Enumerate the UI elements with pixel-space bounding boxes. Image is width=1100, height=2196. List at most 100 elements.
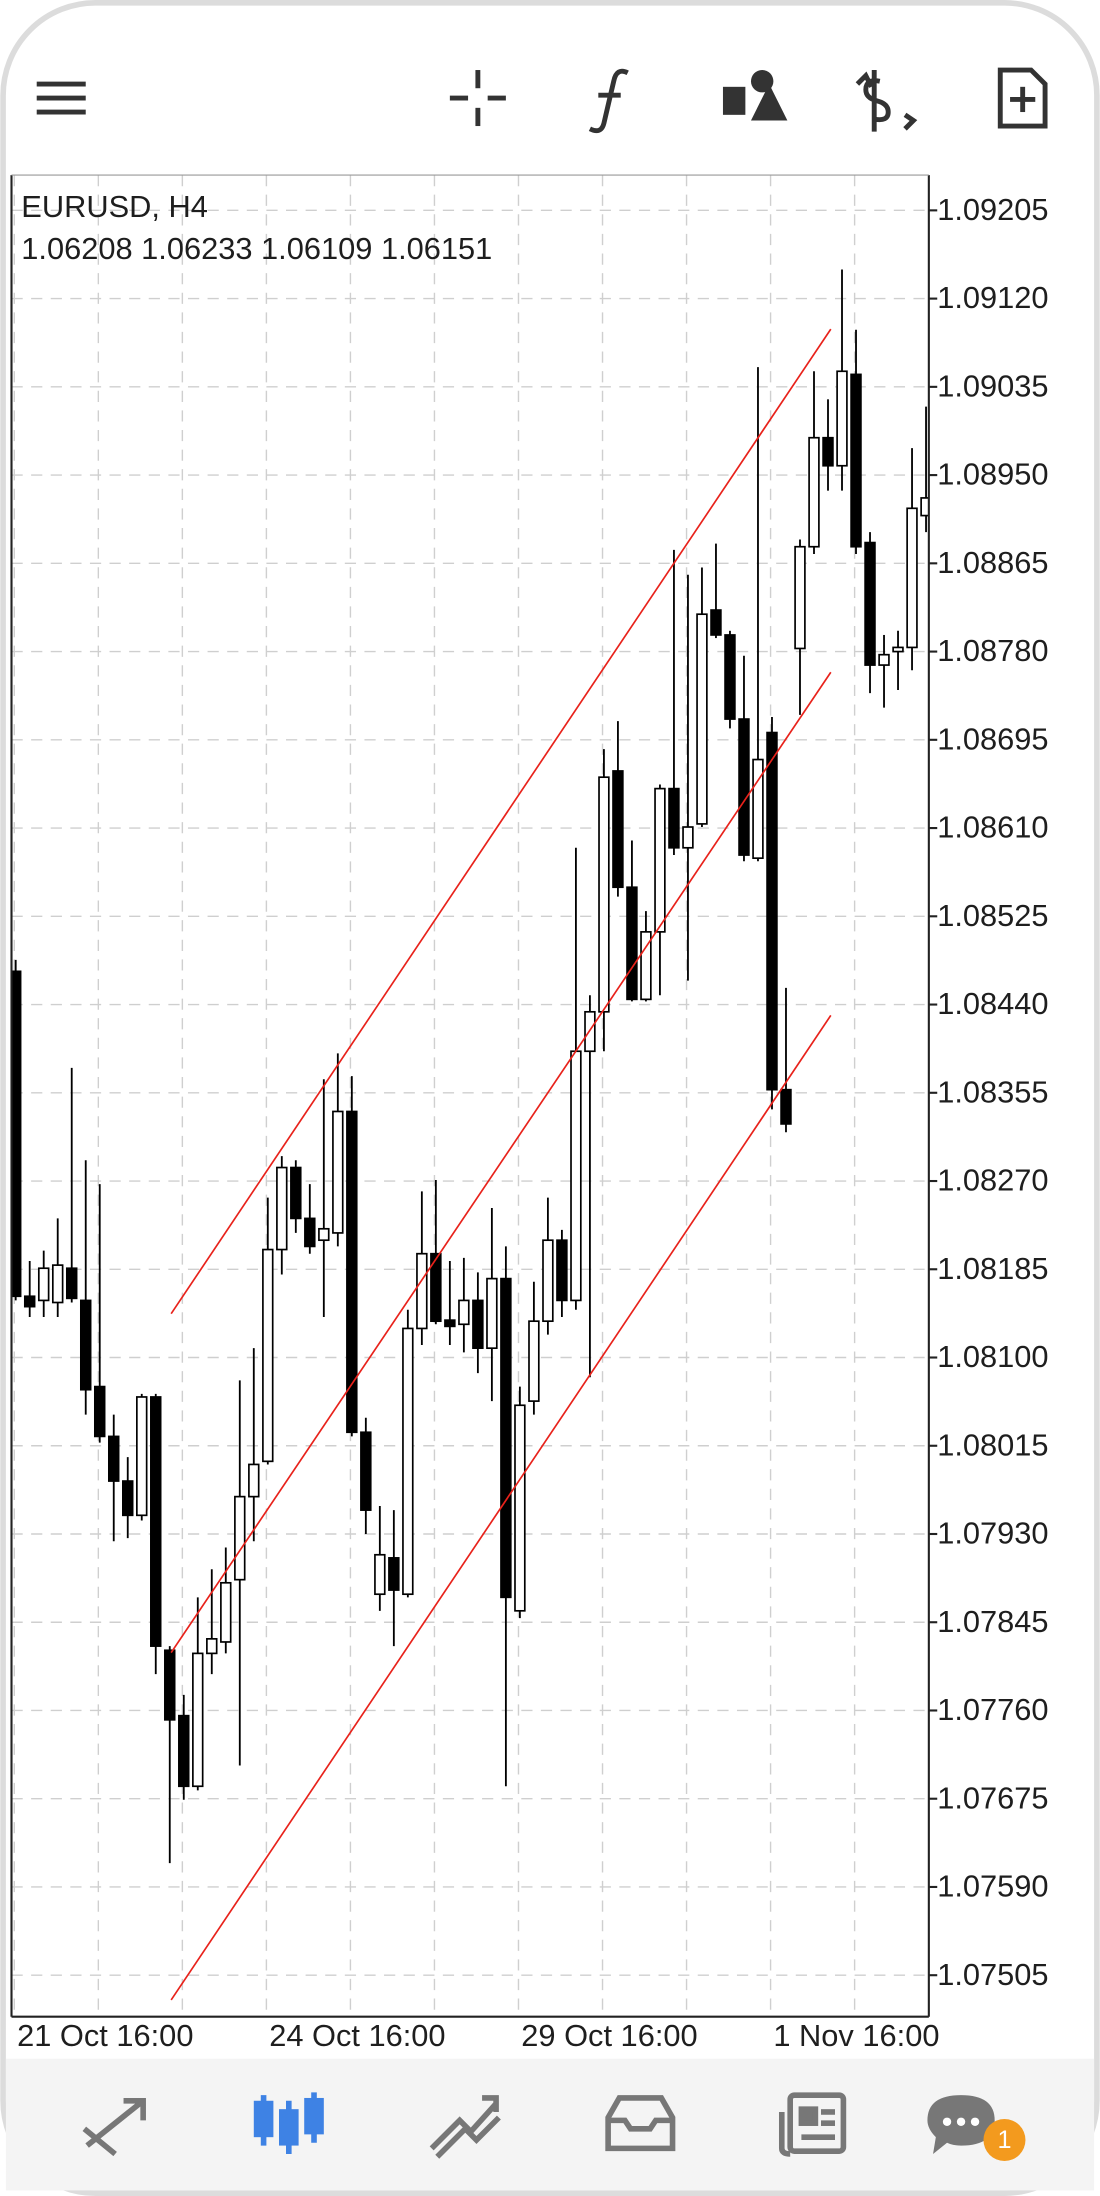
candle-body: [23, 1295, 36, 1308]
badge: [983, 2118, 1026, 2161]
y-tick-label: 1.08865: [937, 545, 1048, 580]
new-order-button[interactable]: [997, 67, 1048, 129]
y-tick-label: 1.08100: [937, 1339, 1048, 1374]
candle-body: [920, 497, 929, 517]
y-tick-label: 1.08355: [937, 1074, 1048, 1109]
candle-body: [416, 1252, 428, 1330]
candle-body: [906, 507, 918, 649]
y-tick-label: 1.08695: [937, 721, 1048, 756]
candle-body: [668, 787, 680, 849]
candle-body: [612, 770, 624, 889]
y-tick-label: 1.08270: [937, 1163, 1048, 1198]
candle-body: [626, 886, 638, 1001]
candle-body: [472, 1299, 484, 1350]
y-tick-label: 1.08015: [937, 1427, 1048, 1462]
candle-body: [107, 1435, 120, 1482]
candle-body: [79, 1299, 92, 1391]
candle-body: [808, 436, 820, 548]
candle-body: [528, 1320, 540, 1402]
trade-button[interactable]: [855, 70, 918, 132]
candle-body: [122, 1480, 134, 1517]
candle-body: [206, 1638, 218, 1655]
y-tick-label: 1.08440: [937, 986, 1048, 1021]
news-tab[interactable]: [778, 2092, 847, 2157]
symbol-label: EURUSD, H4: [21, 189, 208, 224]
axes: 1.09205 1.09120 1.09035 1.08950 1.08865 1.087…: [17, 192, 1048, 2053]
candle-body: [794, 545, 806, 650]
candle-body: [654, 787, 666, 933]
y-tick-label: 1.08185: [937, 1251, 1048, 1286]
candle-body: [724, 634, 736, 720]
x-tick-label: 1 Nov 16:00: [773, 2018, 939, 2053]
channel-line: [170, 671, 832, 1654]
y-tick-label: 1.07675: [937, 1780, 1048, 1815]
candle-body: [780, 1088, 792, 1125]
crosshair-button[interactable]: [449, 70, 506, 127]
candle-body: [892, 646, 904, 653]
candle-body: [682, 826, 694, 849]
candle-body: [346, 1110, 358, 1434]
objects-button[interactable]: [722, 70, 788, 121]
plot: [11, 269, 929, 1864]
candle-body: [738, 718, 750, 856]
candle-body: [136, 1396, 148, 1517]
candle-body: [542, 1239, 554, 1323]
x-tick-label: 21 Oct 16:00: [17, 2018, 193, 2053]
candle-body: [430, 1252, 442, 1323]
candle-body: [290, 1166, 302, 1220]
candle-body: [836, 370, 848, 467]
y-tick-label: 1.07845: [937, 1604, 1048, 1639]
y-tick-label: 1.07590: [937, 1869, 1048, 1904]
quotes-tab[interactable]: [82, 2097, 146, 2157]
candle-body: [500, 1277, 512, 1599]
candle-body: [220, 1581, 232, 1643]
candle-body: [864, 541, 876, 666]
candle-body: [514, 1404, 526, 1612]
candle-body: [332, 1110, 344, 1234]
candle-body: [93, 1385, 106, 1438]
candle-body: [262, 1248, 274, 1463]
candle-body: [486, 1277, 498, 1350]
candle-body: [640, 931, 652, 1001]
candle-body: [878, 653, 890, 666]
indicators-button[interactable]: [588, 68, 629, 134]
trade-tab[interactable]: [429, 2095, 501, 2159]
candle-body: [374, 1553, 386, 1596]
history-tab[interactable]: [605, 2095, 676, 2152]
x-tick-label: 24 Oct 16:00: [269, 2018, 445, 2053]
candle-body: [850, 373, 862, 548]
channel-line: [170, 1014, 832, 2001]
y-tick-label: 1.09205: [937, 192, 1048, 227]
candle-body: [822, 436, 834, 467]
candle-body: [51, 1264, 64, 1304]
candle-body: [458, 1299, 470, 1326]
candle-body: [696, 613, 708, 825]
candle-body: [402, 1327, 414, 1596]
y-tick-label: 1.09120: [937, 280, 1048, 315]
candle-body: [192, 1652, 204, 1788]
candle-body: [318, 1227, 330, 1242]
tab-bar: [5, 2058, 1095, 2191]
equidistant-channel: [170, 328, 832, 2001]
grid: [11, 175, 929, 2017]
menu-button[interactable]: [36, 81, 86, 115]
candle-body: [37, 1267, 50, 1302]
y-tick-label: 1.08525: [937, 898, 1048, 933]
ohlc-label: 1.06208 1.06233 1.06109 1.06151: [21, 231, 492, 266]
toolbar: [36, 67, 1048, 134]
candle-body: [360, 1431, 372, 1511]
y-tick-label: 1.07930: [937, 1516, 1048, 1551]
chart-tab[interactable]: [253, 2092, 324, 2154]
candle-body: [150, 1396, 162, 1647]
candle-body: [276, 1166, 288, 1251]
candle-body: [304, 1217, 316, 1248]
candle-body: [178, 1714, 190, 1788]
messages-tab[interactable]: [927, 2095, 995, 2154]
tabs: [82, 2092, 995, 2159]
candle-body: [710, 609, 722, 636]
y-tick-label: 1.07760: [937, 1692, 1048, 1727]
candle-body: [248, 1463, 260, 1498]
